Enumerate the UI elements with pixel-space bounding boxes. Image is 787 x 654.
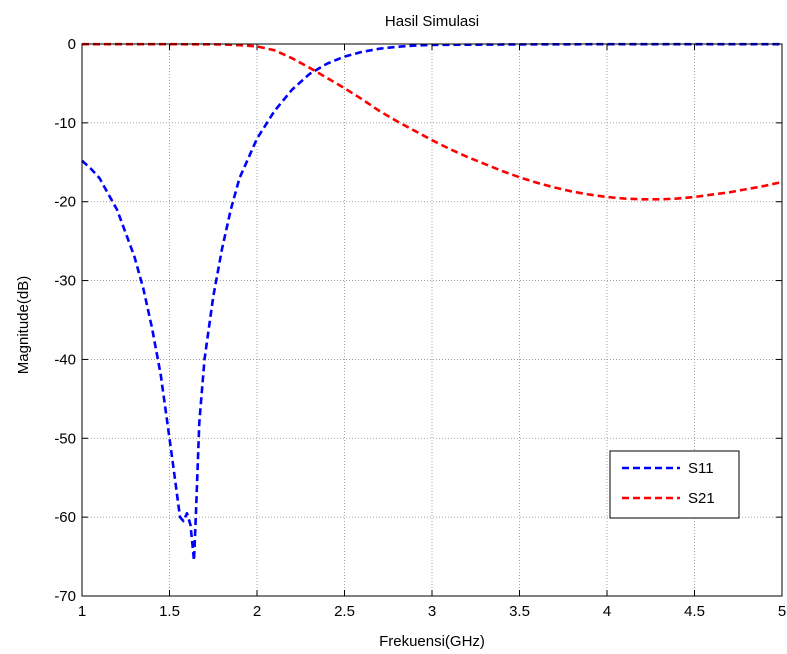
tick-marks	[81, 43, 783, 597]
x-tick-label: 4.5	[684, 603, 705, 620]
x-tick-label: 1	[78, 603, 86, 620]
chart-title: Hasil Simulasi	[385, 13, 479, 30]
x-tick-label: 3.5	[509, 603, 530, 620]
x-tick-label: 1.5	[159, 603, 180, 620]
y-tick-label: -60	[54, 509, 76, 526]
legend-label-s21: S21	[688, 490, 715, 507]
y-tick-label: 0	[68, 36, 76, 53]
y-tick-label: -70	[54, 588, 76, 605]
y-tick-labels: 0 -10 -20 -30 -40 -50 -60 -70	[54, 36, 76, 605]
grid	[82, 44, 782, 596]
series-layer	[81, 42, 783, 562]
y-axis-title: Magnitude(dB)	[15, 276, 32, 374]
x-tick-label: 4	[603, 603, 611, 620]
legend: S11 S21	[609, 450, 740, 519]
y-tick-label: -20	[54, 194, 76, 211]
y-tick-label: -40	[54, 351, 76, 368]
y-tick-label: -30	[54, 273, 76, 290]
x-tick-label: 3	[428, 603, 436, 620]
x-axis-title: Frekuensi(GHz)	[379, 633, 485, 650]
legend-label-s11: S11	[688, 460, 714, 477]
y-tick-label: -10	[54, 115, 76, 132]
x-tick-label: 2	[253, 603, 261, 620]
series-line-s11	[81, 42, 782, 562]
x-tick-label: 5	[778, 603, 786, 620]
series-line-s21	[82, 42, 783, 201]
legend-box	[609, 450, 740, 519]
x-tick-label: 2.5	[334, 603, 355, 620]
x-tick-labels: 1 1.5 2 2.5 3 3.5 4 4.5 5	[78, 603, 786, 620]
y-tick-label: -50	[54, 430, 76, 447]
